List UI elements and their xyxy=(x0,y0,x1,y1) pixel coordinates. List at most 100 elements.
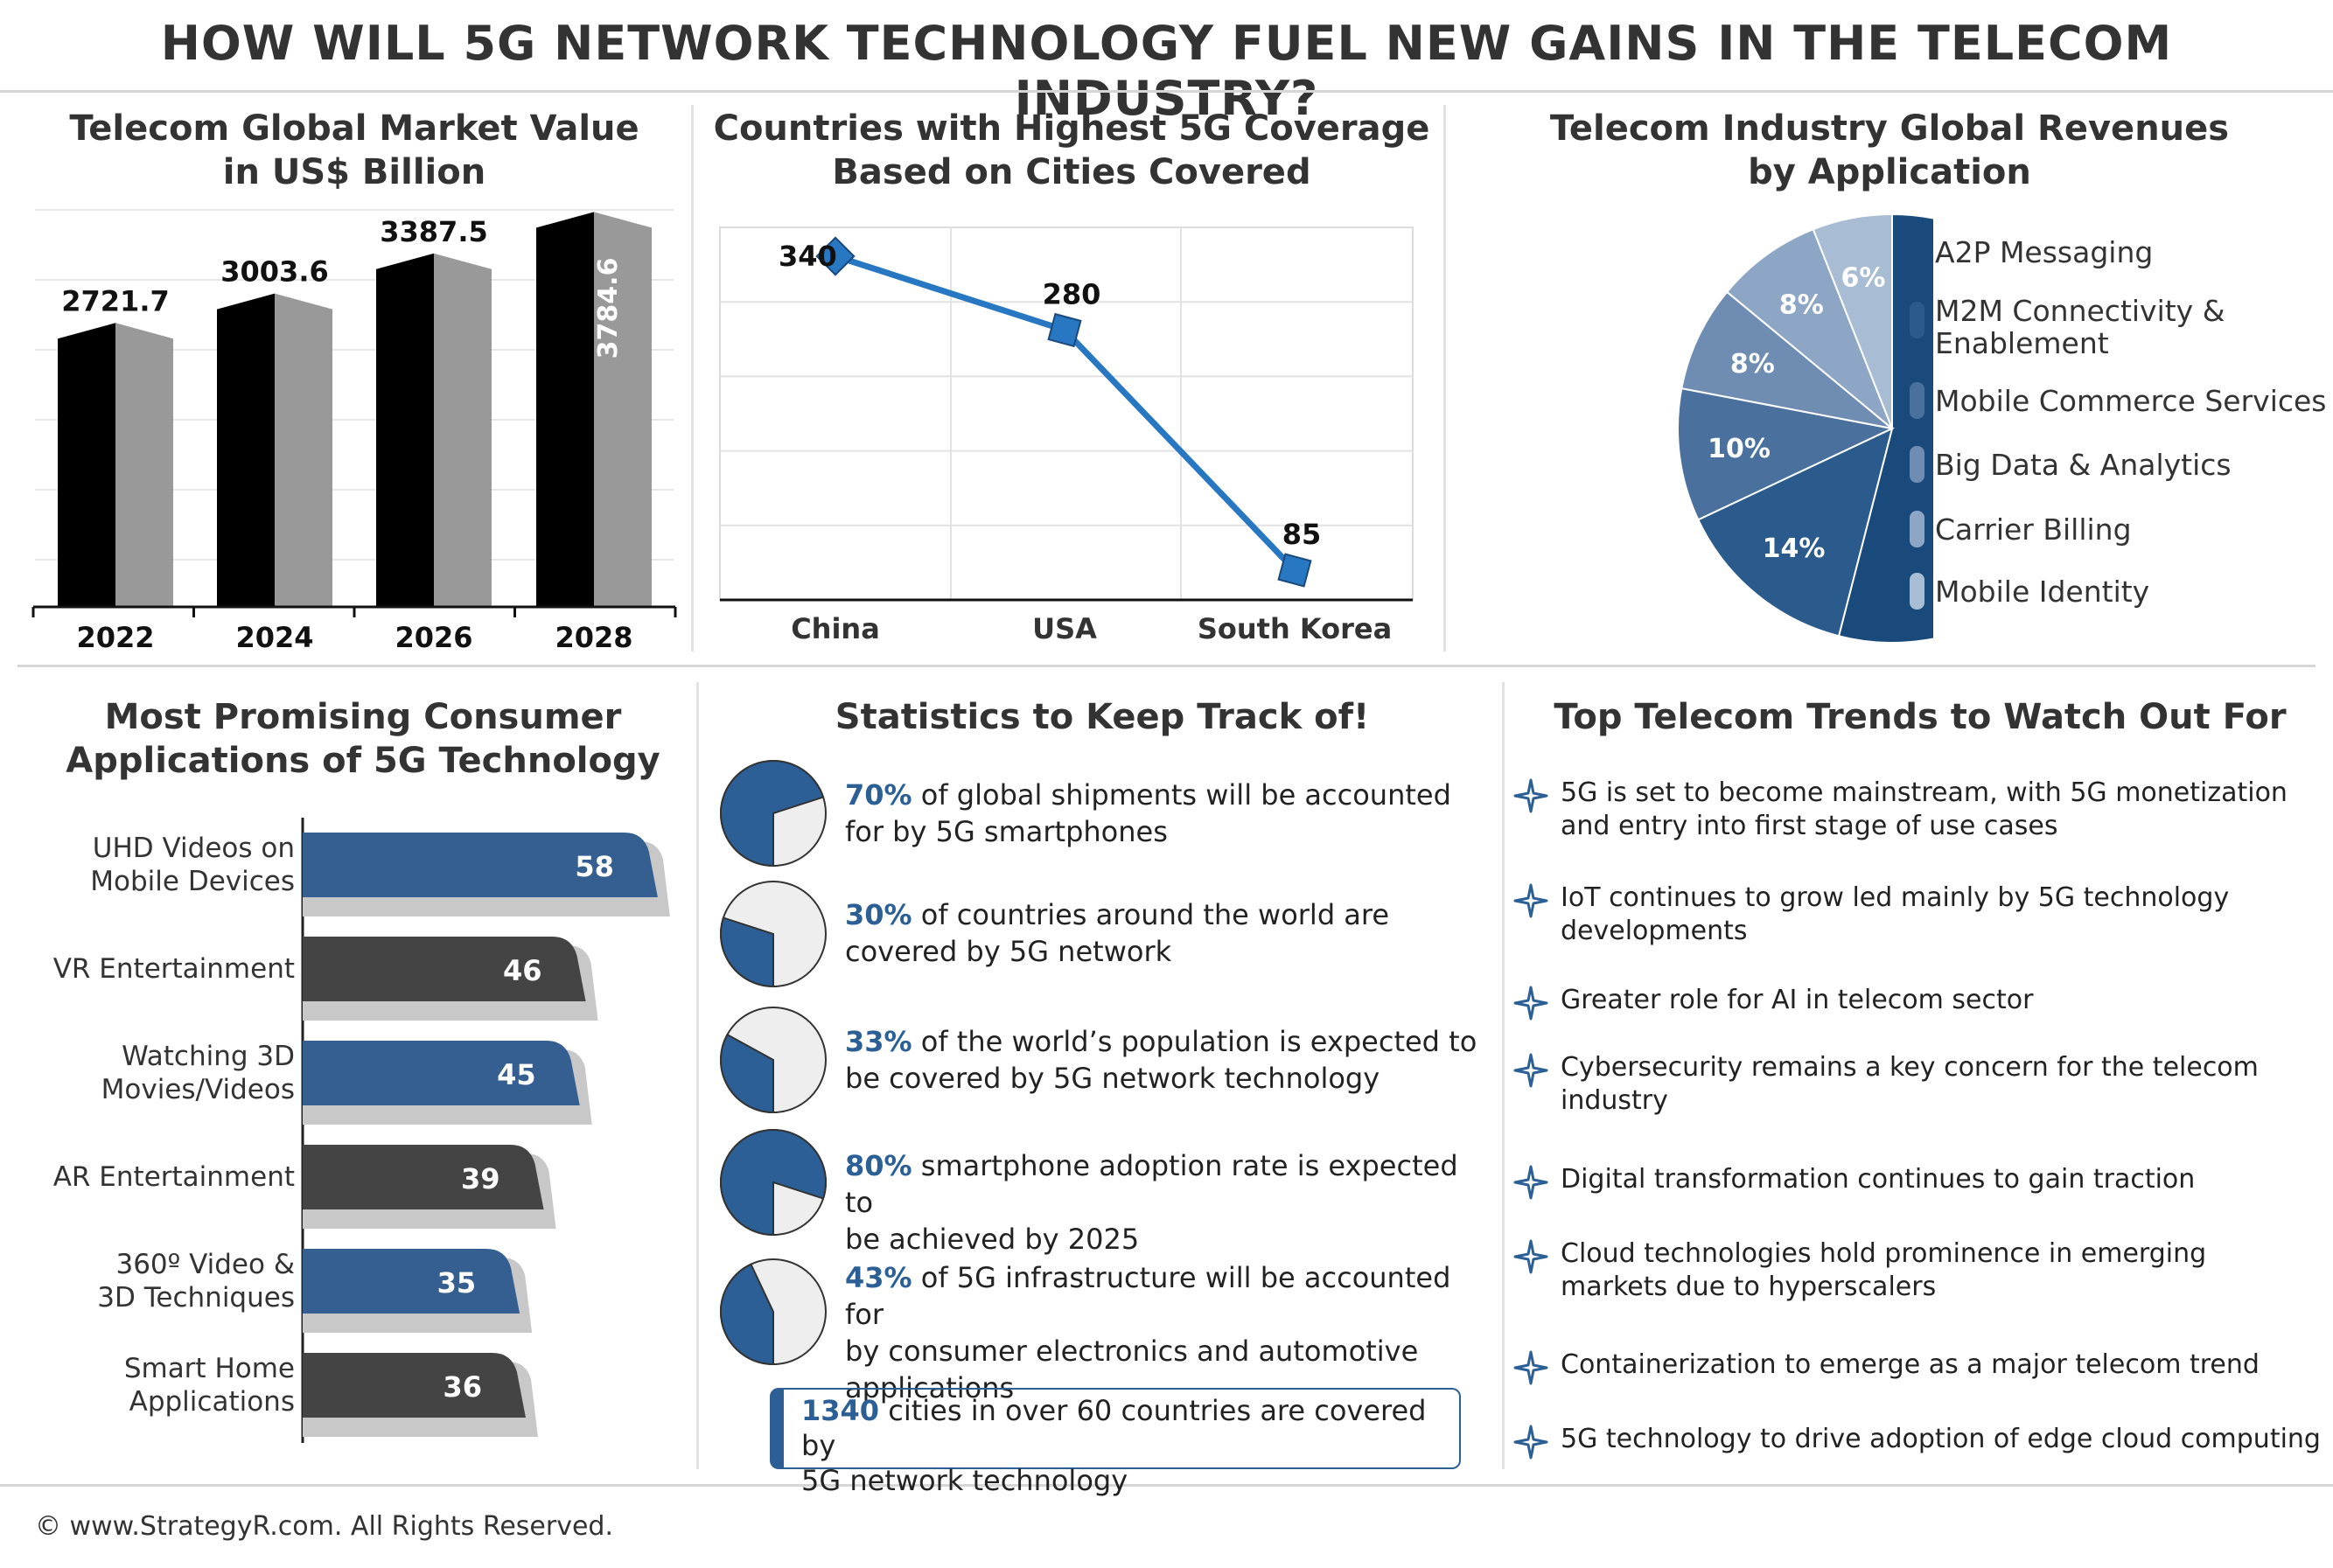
coverage-line-chart: 340 China 280 USA 85 South Korea xyxy=(719,226,1414,645)
stat-line2: for by 5G smartphones xyxy=(845,815,1168,848)
hbar-value-label: 39 xyxy=(461,1162,500,1195)
hbar-category-label: VR Entertainment xyxy=(15,952,295,986)
trend-item: Cybersecurity remains a key concern for … xyxy=(1513,1051,2318,1121)
stat-pie-slice xyxy=(720,760,825,868)
pie-legend-item: M2M Connectivity & Enablement xyxy=(1910,295,2330,365)
pie-slice-1 xyxy=(1696,427,1894,638)
pie-value-label: 10% xyxy=(1708,434,1771,464)
line-marker-South Korea xyxy=(1277,553,1312,588)
hbar-value-label: 35 xyxy=(437,1266,477,1300)
sparkle-shape xyxy=(1513,1425,1548,1460)
stat-item: 80% smartphone adoption rate is expected… xyxy=(845,1147,1484,1258)
hbar-category-label: UHD Videos on Mobile Devices xyxy=(15,832,295,898)
hbar-bar-2 xyxy=(303,1041,580,1105)
sparkle-icon xyxy=(1513,986,1548,1021)
trends-title: Top Telecom Trends to Watch Out For xyxy=(1554,697,2287,737)
stat-line1: 43% of 5G infrastructure will be account… xyxy=(845,1259,1484,1333)
pie-legend-swatch xyxy=(1910,302,1924,338)
hbar-category-label: Smart Home Applications xyxy=(15,1352,295,1418)
statistics-title: Statistics to Keep Track of! xyxy=(835,697,1370,737)
trend-line2: markets due to hyperscalers xyxy=(1561,1272,1937,1302)
stat-pie-slice xyxy=(720,1033,774,1114)
line-category-label: China xyxy=(791,612,880,645)
trend-line1: IoT continues to grow led mainly by 5G t… xyxy=(1561,882,2230,913)
pie-legend-line: Enablement xyxy=(1935,326,2109,360)
market-value-bar-chart: 2721.7 2022 3003.6 2024 3387.5 2026 3784.6 2028 xyxy=(31,209,677,654)
stat-line1: 70% of global shipments will be accounte… xyxy=(845,777,1484,813)
bar-front-2026 xyxy=(376,253,434,607)
pie-legend-label: M2M Connectivity & Enablement xyxy=(1935,295,2329,359)
trend-item: 5G technology to drive adoption of edge … xyxy=(1513,1423,2321,1493)
sparkle-icon xyxy=(1513,778,1548,813)
pie-legend-line: Mobile Commerce Services xyxy=(1935,384,2327,418)
trend-text: Cloud technologies hold prominence in em… xyxy=(1561,1237,2322,1304)
stat-text: of the world’s population is expected to xyxy=(912,1025,1477,1058)
pie-value-label: 6% xyxy=(1841,263,1885,294)
sparkle-icon xyxy=(1513,883,1548,918)
market-value-title: Telecom Global Market Value in US$ Billio… xyxy=(69,108,639,192)
coverage-title: Countries with Highest 5G Coverage Based … xyxy=(713,108,1430,192)
bar-category-label: 2024 xyxy=(235,621,313,654)
hbar-category-line: 360º Video & xyxy=(115,1249,295,1280)
sparkle-shape xyxy=(1513,1239,1548,1274)
trend-item: Containerization to emerge as a major te… xyxy=(1513,1348,2318,1418)
sparkle-shape xyxy=(1513,986,1548,1021)
pie-legend-swatch xyxy=(1910,446,1924,483)
footer-divider xyxy=(0,1484,2333,1487)
pie-legend-item: A2P Messaging xyxy=(1910,233,2330,274)
trend-item: Cloud technologies hold prominence in em… xyxy=(1513,1237,2318,1307)
stat-percent: 70% xyxy=(845,778,912,812)
line-category-label: USA xyxy=(1032,612,1097,645)
revenues-title: Telecom Industry Global Revenues by Appli… xyxy=(1549,108,2230,192)
sparkle-icon xyxy=(1513,1239,1548,1274)
line-marker-USA xyxy=(1047,312,1082,348)
bar-category-label: 2022 xyxy=(76,621,154,654)
stat-text: of 5G infrastructure will be accounted f… xyxy=(845,1261,1451,1331)
pie-legend-item: Big Data & Analytics xyxy=(1910,446,2330,486)
pie-legend-line: M2M Connectivity & xyxy=(1935,294,2225,328)
hbar-category-line: Mobile Devices xyxy=(90,866,295,897)
sparkle-shape xyxy=(1513,778,1548,813)
stat-text: of global shipments will be accounted xyxy=(912,778,1451,812)
pie-legend-swatch xyxy=(1910,573,1924,610)
pie-legend-label: A2P Messaging xyxy=(1935,236,2329,268)
line-marker-China xyxy=(815,236,856,276)
stat-percent: 43% xyxy=(845,1261,912,1294)
trend-item: Greater role for AI in telecom sector xyxy=(1513,984,2318,1054)
stat-pie-slice xyxy=(720,916,774,988)
stat-line1: 30% of countries around the world are xyxy=(845,896,1484,933)
hbar-value-label: 36 xyxy=(443,1370,482,1404)
revenues-pie-chart: 54%14%10%8%8%6% xyxy=(1677,213,1933,644)
bar-category-label: 2028 xyxy=(555,621,632,654)
divider-col1-top xyxy=(691,105,694,652)
statistics-pies xyxy=(720,760,827,1366)
sparkle-shape xyxy=(1513,1350,1548,1385)
stat-percent: 33% xyxy=(845,1025,912,1058)
divider-col1-bottom xyxy=(696,682,699,1469)
stat-line1: 33% of the world’s population is expecte… xyxy=(845,1023,1484,1060)
trend-text: Cybersecurity remains a key concern for … xyxy=(1561,1051,2322,1118)
bar-value-label: 3003.6 xyxy=(220,255,328,289)
sparkle-icon xyxy=(1513,1425,1548,1460)
pie-value-label: 14% xyxy=(1763,533,1826,564)
stat-line1: 80% smartphone adoption rate is expected… xyxy=(845,1147,1484,1221)
consumer-apps-title: Most Promising Consumer Applications of 5… xyxy=(66,697,660,781)
pie-legend-label: Mobile Commerce Services xyxy=(1935,385,2329,417)
pie-legend-item: Mobile Identity xyxy=(1910,573,2330,613)
stat-item: 43% of 5G infrastructure will be account… xyxy=(845,1259,1484,1406)
hbar-category-line: UHD Videos on xyxy=(92,833,295,864)
hbar-value-label: 58 xyxy=(575,850,614,883)
hbar-bar-3 xyxy=(303,1145,544,1209)
trend-line2: industry xyxy=(1561,1085,1668,1116)
pie-value-label: 8% xyxy=(1730,349,1775,380)
trend-text: 5G technology to drive adoption of edge … xyxy=(1561,1423,2322,1456)
trend-text: IoT continues to grow led mainly by 5G t… xyxy=(1561,882,2322,948)
stat-line2: by consumer electronics and automotive xyxy=(845,1335,1419,1368)
stat-text: of countries around the world are xyxy=(912,898,1390,931)
pie-legend-swatch xyxy=(1910,382,1924,419)
stat-item: 70% of global shipments will be accounte… xyxy=(845,777,1484,850)
stat-percent: 30% xyxy=(845,898,912,931)
stat-line2: be covered by 5G network technology xyxy=(845,1062,1380,1095)
divider-col2-top xyxy=(1443,105,1446,652)
line-category-label: South Korea xyxy=(1198,612,1392,645)
